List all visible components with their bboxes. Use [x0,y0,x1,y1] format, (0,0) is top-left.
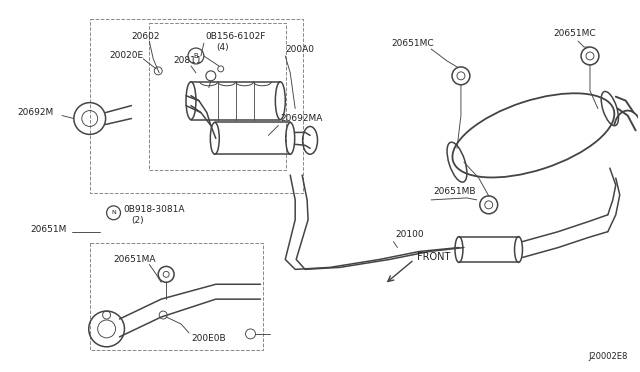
Text: 20811: 20811 [173,57,202,65]
Bar [149,23,286,170]
Text: B: B [193,53,198,59]
Text: 20651MC: 20651MC [553,29,596,38]
Text: 20692M: 20692M [17,108,54,117]
Text: 20602: 20602 [131,32,160,41]
Text: 20651MA: 20651MA [113,255,156,264]
Text: 200E0B: 200E0B [191,334,225,343]
Text: FRONT: FRONT [417,253,451,263]
Text: 0B918-3081A: 0B918-3081A [124,205,185,214]
Text: 0B156-6102F: 0B156-6102F [206,32,266,41]
Text: 20651MB: 20651MB [433,187,476,196]
Text: 20100: 20100 [396,230,424,239]
Text: 20651M: 20651M [30,225,67,234]
Text: 20020E: 20020E [109,51,144,61]
Text: 20692MA: 20692MA [280,114,323,123]
Text: (2): (2) [131,216,144,225]
Text: (4): (4) [216,42,228,52]
Text: 200A0: 200A0 [285,45,314,54]
Text: N: N [111,210,116,215]
Bar [90,19,303,193]
Text: J20002E8: J20002E8 [588,352,627,361]
Text: 20651MC: 20651MC [392,39,434,48]
Bar [90,243,264,350]
